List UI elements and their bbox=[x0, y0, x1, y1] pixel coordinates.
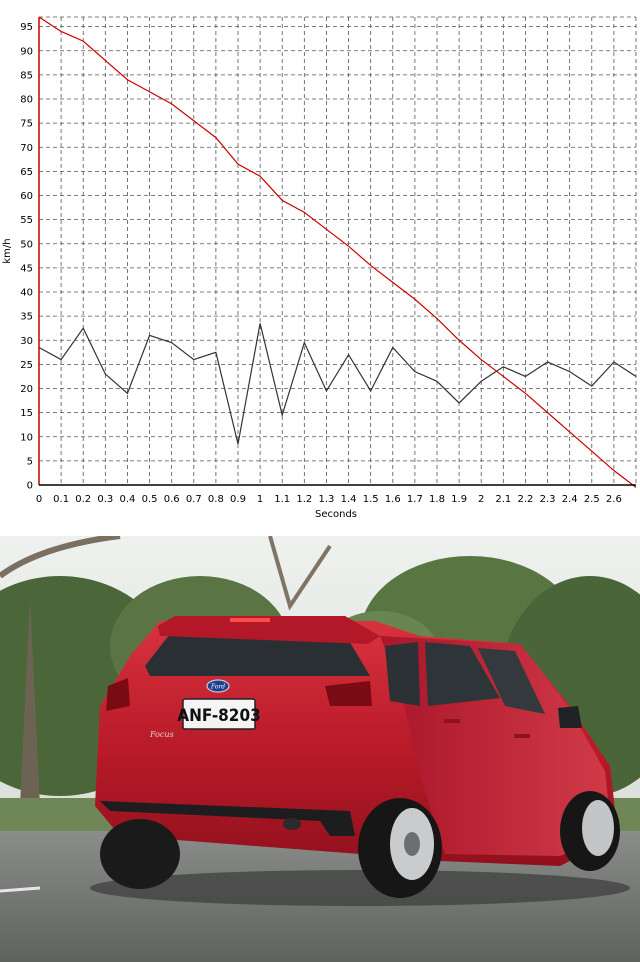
car-photo: Ford ANF-8203 Focus bbox=[0, 536, 640, 962]
y-tick-label: 45 bbox=[20, 263, 33, 274]
license-plate-text: ANF-8203 bbox=[177, 706, 260, 726]
series-line-2 bbox=[38, 323, 637, 445]
grid bbox=[39, 16, 637, 485]
y-tick-label: 25 bbox=[20, 360, 33, 371]
ford-logo bbox=[206, 679, 230, 693]
x-tick-label: 2.4 bbox=[562, 494, 578, 505]
y-tick-label: 35 bbox=[20, 312, 33, 323]
x-tick-label: 1.4 bbox=[341, 494, 357, 505]
y-tick-label: 70 bbox=[20, 143, 33, 154]
y-tick-label: 30 bbox=[20, 336, 33, 347]
road-line bbox=[0, 886, 41, 893]
x-tick-label: 1.9 bbox=[451, 494, 467, 505]
x-tick-label: 2.6 bbox=[606, 494, 622, 505]
model-badge: Focus bbox=[149, 730, 174, 739]
x-tick-label: 0.3 bbox=[97, 494, 113, 505]
y-tick-label: 0 bbox=[27, 481, 33, 492]
x-tick-label: 1.8 bbox=[429, 494, 445, 505]
y-axis-title: km/h bbox=[2, 238, 13, 263]
y-tick-label: 65 bbox=[20, 167, 33, 178]
y-tick-label: 15 bbox=[20, 408, 33, 419]
y-tick-label: 50 bbox=[20, 239, 33, 250]
axes bbox=[38, 17, 636, 486]
y-tick-label: 75 bbox=[20, 119, 33, 130]
y-tick-labels: 0 5 10 15 20 25 30 35 40 45 50 55 60 65 70 75 80 85 90 95 bbox=[20, 22, 33, 491]
x-tick-label: 0.7 bbox=[186, 494, 202, 505]
speed-chart: 0 5 10 15 20 25 30 35 40 45 50 55 60 65 70 75 80 85 90 95 0… bbox=[2, 16, 637, 520]
y-tick-label: 5 bbox=[27, 456, 33, 467]
x-tick-label: 2.3 bbox=[540, 494, 556, 505]
x-tick-label: 2 bbox=[478, 494, 484, 505]
series-layer bbox=[38, 16, 637, 488]
x-tick-label: 0.2 bbox=[75, 494, 91, 505]
y-tick-label: 20 bbox=[20, 384, 33, 395]
rear-right-wheel bbox=[358, 798, 442, 898]
series-line-1 bbox=[38, 16, 637, 488]
x-tick-label: 0.4 bbox=[119, 494, 135, 505]
x-tick-label: 0.8 bbox=[208, 494, 224, 505]
x-tick-label: 0 bbox=[36, 494, 42, 505]
x-tick-label: 1 bbox=[257, 494, 263, 505]
rear-left-wheel bbox=[100, 819, 180, 889]
x-tick-label: 0.5 bbox=[142, 494, 158, 505]
y-tick-label: 60 bbox=[20, 191, 33, 202]
x-tick-label: 1.7 bbox=[407, 494, 423, 505]
x-tick-label: 1.6 bbox=[385, 494, 401, 505]
y-tick-label: 55 bbox=[20, 215, 33, 226]
x-tick-labels: 0 0.1 0.2 0.3 0.4 0.5 0.6 0.7 0.8 0.9 1 1.1 1.2 1.3 1.… bbox=[36, 494, 622, 505]
y-tick-label: 10 bbox=[20, 432, 33, 443]
y-tick-label: 95 bbox=[20, 22, 33, 33]
car-shadow bbox=[90, 870, 630, 906]
y-tick-label: 85 bbox=[20, 70, 33, 81]
car: Ford ANF-8203 Focus bbox=[95, 616, 620, 898]
x-tick-label: 2.2 bbox=[517, 494, 533, 505]
x-tick-label: 1.5 bbox=[363, 494, 379, 505]
y-tick-label: 90 bbox=[20, 46, 33, 57]
x-tick-label: 0.9 bbox=[230, 494, 246, 505]
x-tick-label: 1.1 bbox=[274, 494, 290, 505]
x-tick-label: 1.2 bbox=[296, 494, 312, 505]
x-tick-label: 1.3 bbox=[318, 494, 334, 505]
license-plate bbox=[182, 698, 256, 730]
x-tick-label: 0.6 bbox=[164, 494, 180, 505]
ford-logo-text: Ford bbox=[210, 684, 225, 691]
x-axis-title: Seconds bbox=[315, 509, 357, 520]
y-tick-label: 40 bbox=[20, 288, 33, 299]
plot-area bbox=[39, 17, 636, 485]
front-right-wheel bbox=[560, 791, 620, 871]
x-tick-label: 2.1 bbox=[495, 494, 511, 505]
x-tick-label: 2.5 bbox=[584, 494, 600, 505]
x-tick-label: 0.1 bbox=[53, 494, 69, 505]
y-tick-label: 80 bbox=[20, 95, 33, 106]
